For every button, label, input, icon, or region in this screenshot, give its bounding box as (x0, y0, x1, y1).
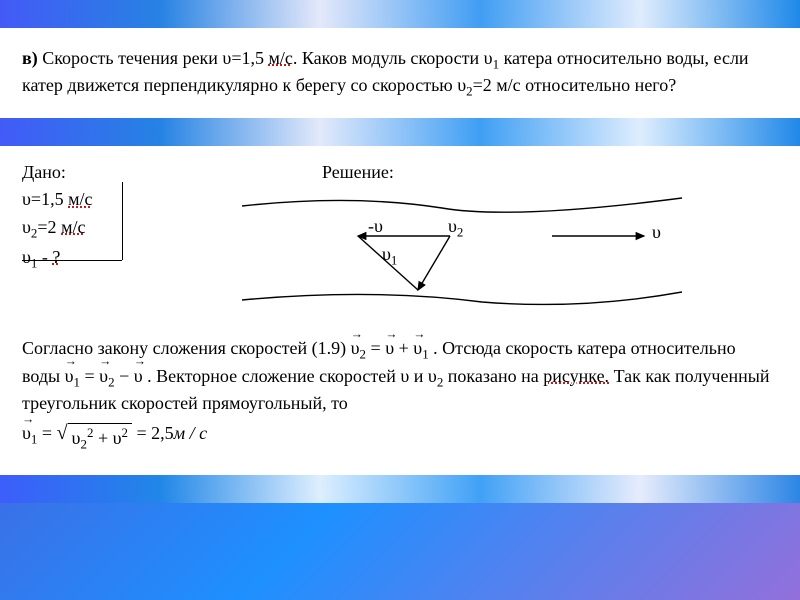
mid-banner-1 (0, 118, 800, 146)
arrow-v1 (418, 236, 450, 290)
result-prefix: υ1 = (22, 423, 57, 443)
result-value: = 2,5м / с (137, 423, 208, 443)
label-v2: υ2 (448, 214, 463, 241)
problem-block: в) Скорость течения реки υ=1,5 м/с. Како… (0, 28, 800, 118)
radical-symbol: √ (57, 423, 68, 455)
diagram-svg (242, 188, 682, 308)
given-solution-block: Дано: υ=1,5 м/с υ2=2 м/с υ1 - ? Решение: (0, 146, 800, 322)
explain-p1: Согласно закону сложения скоростей (1.9)… (22, 336, 778, 414)
result-line: υ1 = √ υ22 + υ2 = 2,5м / с (22, 421, 778, 455)
given-block: Дано: υ=1,5 м/с υ2=2 м/с υ1 - ? (22, 160, 192, 308)
given-line-2: υ1 - ? (22, 245, 192, 272)
sqrt-argument: υ22 + υ2 (68, 423, 132, 455)
problem-text: в) Скорость течения реки υ=1,5 м/с. Како… (22, 46, 778, 100)
given-title: Дано: (22, 160, 192, 184)
slide-root: в) Скорость течения реки υ=1,5 м/с. Како… (0, 0, 800, 600)
top-banner (0, 0, 800, 28)
top-bank-curve (242, 198, 682, 212)
vector-diagram: -υ υ2 υ1 υ (242, 188, 682, 308)
label-v1: υ1 (382, 242, 397, 269)
explanation-block: Согласно закону сложения скоростей (1.9)… (0, 322, 800, 475)
given-line-1: υ2=2 м/с (22, 215, 192, 242)
solution-title: Решение: (322, 160, 778, 184)
given-horizontal-rule (22, 260, 122, 261)
solution-block: Решение: (232, 160, 778, 308)
label-neg-v: -υ (368, 214, 383, 238)
given-vertical-rule (122, 182, 123, 260)
bottom-spacer (0, 503, 800, 543)
problem-body: Скорость течения реки υ=1,5 м/с. Каков м… (22, 48, 749, 95)
problem-label: в) (22, 48, 38, 68)
mid-banner-2 (0, 475, 800, 503)
bottom-bank-curve (242, 292, 682, 304)
given-line-0: υ=1,5 м/с (22, 187, 192, 211)
label-v: υ (652, 220, 661, 244)
sqrt-icon: √ υ22 + υ2 (57, 423, 132, 455)
